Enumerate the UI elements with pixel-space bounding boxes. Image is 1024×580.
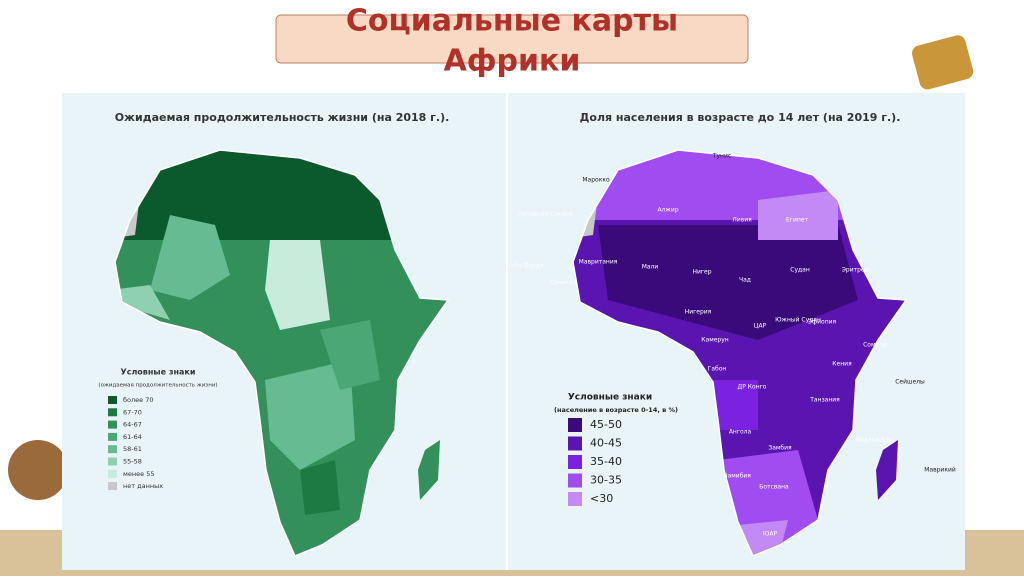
country-label: Южный Судан bbox=[775, 317, 821, 324]
country-label: Египет bbox=[786, 217, 808, 224]
legend-title: Условные знаки bbox=[121, 368, 196, 377]
country-label: Судан bbox=[790, 267, 810, 274]
legend-label: 58-61 bbox=[123, 445, 142, 453]
legend-swatch bbox=[568, 455, 582, 469]
country-label: Намибия bbox=[723, 473, 751, 480]
legend-swatch bbox=[108, 432, 117, 441]
country-label: Эфиопия bbox=[808, 319, 837, 326]
legend-title: Условные знаки bbox=[568, 393, 652, 403]
legend-swatch bbox=[568, 492, 582, 506]
country-label: Эритрея bbox=[842, 267, 869, 274]
legend-label: 45-50 bbox=[590, 418, 622, 431]
legend-swatch bbox=[108, 420, 117, 429]
country-label: Мали bbox=[642, 264, 659, 271]
legend-label: нет данных bbox=[123, 482, 163, 490]
legend-label: <30 bbox=[590, 492, 613, 505]
country-label: Мавритания bbox=[579, 259, 618, 266]
map-title: Ожидаемая продолжительность жизни (на 20… bbox=[115, 111, 450, 124]
country-label: Кения bbox=[832, 361, 852, 368]
title-box bbox=[275, 14, 749, 64]
country-label: Маврикий bbox=[924, 467, 956, 474]
map-title: Доля населения в возрасте до 14 лет (на … bbox=[580, 111, 901, 124]
country-label: Нигер bbox=[692, 269, 711, 276]
country-label: Ливия bbox=[732, 217, 752, 224]
country-label: Тунис bbox=[712, 153, 731, 160]
legend-swatch bbox=[108, 469, 117, 478]
legend-swatch bbox=[108, 408, 117, 417]
legend-label: менее 55 bbox=[123, 470, 155, 478]
legend-subtitle: (население в возрасте 0-14, в %) bbox=[554, 406, 678, 414]
legend-label: 61-64 bbox=[123, 433, 142, 441]
legend-swatch bbox=[108, 457, 117, 466]
country-label: Сомали bbox=[863, 342, 887, 349]
country-label: ЦАР bbox=[754, 323, 767, 330]
legend-label: 55-58 bbox=[123, 458, 142, 466]
country-label: Чад bbox=[739, 277, 751, 284]
legend-swatch bbox=[568, 473, 582, 488]
country-label: Марокко bbox=[582, 177, 610, 184]
legend-label: 35-40 bbox=[590, 455, 622, 468]
legend-label: 30-35 bbox=[590, 474, 622, 487]
legend-swatch bbox=[108, 445, 117, 454]
slide-title: Африки bbox=[444, 44, 581, 79]
legend-swatch bbox=[108, 482, 117, 491]
slide-title: Социальные карты bbox=[346, 4, 678, 39]
country-label: Западная Сахара bbox=[518, 211, 573, 218]
country-label: Сенегал bbox=[550, 280, 576, 287]
country-label: Ботсвана bbox=[759, 484, 789, 491]
country-label: Кабо-Верде bbox=[507, 263, 544, 270]
legend-label: 64-67 bbox=[123, 421, 142, 429]
country-label: Габон bbox=[708, 366, 727, 373]
country-label: ЮАР bbox=[763, 531, 778, 538]
country-label: Мадагаскар bbox=[855, 437, 893, 444]
legend-label: более 70 bbox=[123, 396, 153, 404]
legend-subtitle: (ожидаемая продолжительность жизни) bbox=[98, 383, 217, 389]
legend-swatch bbox=[108, 396, 117, 404]
country-label: ДР Конго bbox=[738, 384, 767, 391]
scroll-icon bbox=[912, 35, 974, 90]
country-label: Ангола bbox=[729, 429, 752, 436]
country-label: Замбия bbox=[768, 445, 792, 452]
legend-swatch bbox=[568, 436, 582, 451]
country-label: Сейшелы bbox=[895, 379, 925, 386]
country-label: Алжир bbox=[657, 207, 678, 214]
legend-label: 40-45 bbox=[590, 437, 622, 450]
country-label: Танзания bbox=[809, 397, 840, 404]
country-label: Камерун bbox=[701, 337, 729, 344]
legend-swatch bbox=[568, 418, 582, 432]
globe-icon bbox=[8, 440, 68, 500]
country-label: Нигерия bbox=[685, 309, 712, 316]
legend-label: 67-70 bbox=[123, 408, 142, 416]
